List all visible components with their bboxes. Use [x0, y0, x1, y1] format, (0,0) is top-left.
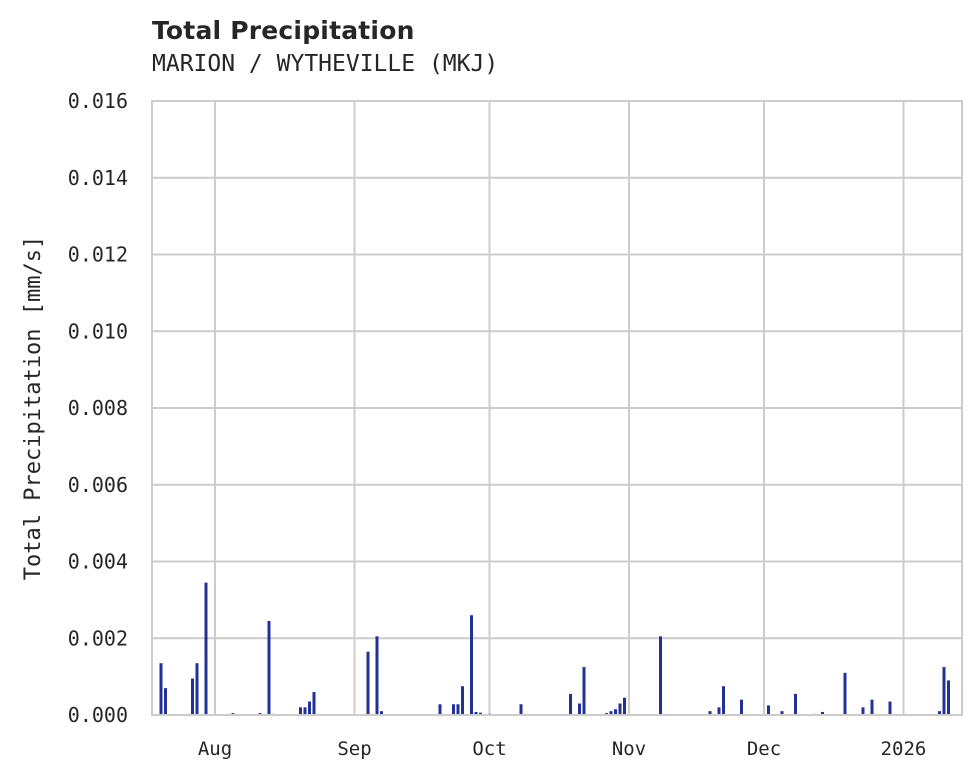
bar-series [159, 582, 950, 716]
precip-bar [794, 693, 797, 715]
precip-bar [722, 686, 725, 715]
precip-bar [380, 711, 383, 715]
precip-bar [942, 667, 946, 715]
gridlines [152, 100, 962, 716]
precip-bar [191, 678, 194, 715]
x-tick-label: Oct [472, 738, 506, 760]
precip-bar [438, 704, 442, 715]
precip-bar [299, 707, 302, 715]
precip-bar [821, 711, 824, 715]
precip-bar [204, 582, 208, 715]
y-tick-label: 0.008 [68, 396, 128, 420]
precip-bar [614, 709, 617, 715]
chart-title: Total Precipitation [152, 16, 415, 45]
precip-bar [303, 707, 307, 715]
chart-subtitle: MARION / WYTHEVILLE (MKJ) [152, 51, 499, 77]
plot-frame [151, 100, 963, 716]
precip-bar [708, 711, 712, 715]
precip-bar [159, 663, 163, 715]
y-axis-label: Total Precipitation [mm/s] [21, 236, 46, 580]
precip-bar [375, 636, 379, 715]
precip-bar [461, 686, 464, 715]
precip-bar [582, 667, 586, 715]
y-tick-label: 0.002 [68, 626, 128, 650]
x-tick-label: Aug [198, 738, 232, 760]
y-axis: 0.000 0.002 0.004 0.006 0.008 0.010 0.012 0.014… [68, 89, 128, 727]
y-tick-label: 0.000 [68, 703, 128, 727]
precip-bar [717, 707, 721, 715]
x-axis: Aug Sep Oct Nov Dec 2026 [198, 738, 927, 760]
precip-bar [366, 651, 370, 715]
precip-bar [843, 672, 847, 715]
precip-bar [947, 680, 950, 715]
precip-bar [740, 699, 743, 715]
precip-bar [470, 615, 473, 715]
precip-bar [861, 707, 865, 715]
precip-bar [164, 688, 167, 715]
x-tick-label: Sep [337, 738, 371, 760]
y-tick-label: 0.016 [68, 89, 128, 113]
precip-bar [479, 712, 482, 715]
precip-bar [308, 701, 311, 715]
precip-bar [519, 704, 523, 715]
precip-bar [609, 711, 613, 715]
precip-bar [474, 711, 478, 715]
x-tick-label: 2026 [881, 738, 927, 760]
precip-bar [659, 636, 662, 715]
precip-bar [767, 705, 770, 715]
precip-bar [452, 704, 455, 715]
precip-bar [195, 663, 199, 715]
y-tick-label: 0.006 [68, 473, 128, 497]
y-tick-label: 0.014 [68, 166, 128, 190]
y-tick-label: 0.004 [68, 550, 128, 574]
x-tick-label: Dec [747, 738, 781, 760]
precip-bar [456, 704, 460, 715]
precip-bar [267, 620, 271, 715]
precip-bar [780, 711, 784, 715]
precip-bar [569, 693, 572, 715]
y-tick-label: 0.010 [68, 319, 128, 343]
precip-bar [623, 697, 626, 715]
precip-bar [578, 703, 581, 715]
x-tick-label: Nov [612, 738, 646, 760]
precip-bar [888, 701, 892, 715]
y-tick-label: 0.012 [68, 243, 128, 267]
precip-bar [312, 691, 316, 715]
precip-bar [870, 699, 874, 715]
precip-bar [618, 703, 622, 715]
precip-bar [938, 711, 941, 715]
